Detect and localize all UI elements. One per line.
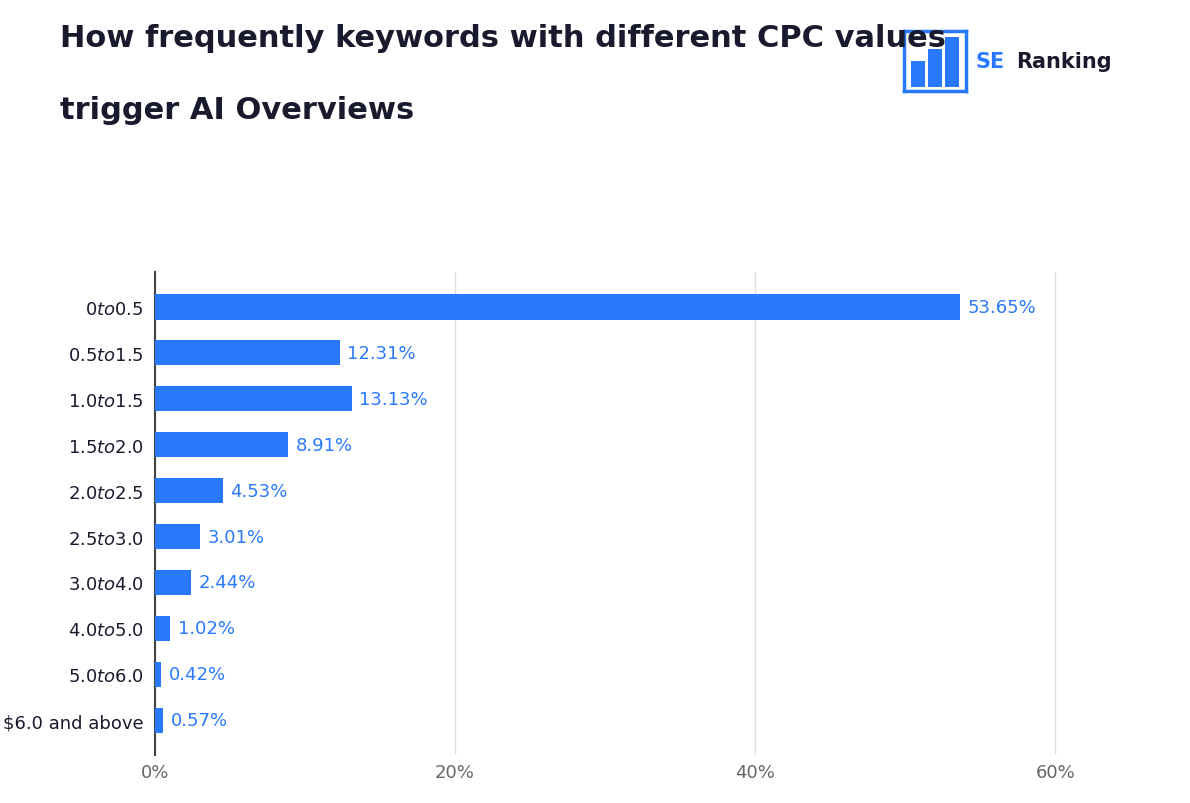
Text: 2.44%: 2.44% xyxy=(199,573,256,592)
Bar xyxy=(155,479,223,503)
Text: 0.57%: 0.57% xyxy=(170,711,228,729)
Text: 0.42%: 0.42% xyxy=(169,666,226,683)
Text: Ranking: Ranking xyxy=(1016,52,1111,72)
Bar xyxy=(910,63,925,88)
Bar xyxy=(155,524,200,549)
Bar xyxy=(155,340,339,366)
Text: SE: SE xyxy=(976,52,1006,72)
Bar xyxy=(155,707,163,733)
Bar xyxy=(155,616,170,641)
Bar xyxy=(155,570,192,595)
Text: 53.65%: 53.65% xyxy=(967,299,1036,316)
Bar xyxy=(928,50,942,88)
Bar xyxy=(155,433,288,458)
Bar xyxy=(155,387,352,412)
Text: 12.31%: 12.31% xyxy=(347,344,415,362)
Bar xyxy=(155,662,161,687)
Text: trigger AI Overviews: trigger AI Overviews xyxy=(60,96,414,125)
Bar xyxy=(945,39,959,88)
Text: 3.01%: 3.01% xyxy=(207,528,264,546)
Text: 8.91%: 8.91% xyxy=(296,436,353,454)
Text: 13.13%: 13.13% xyxy=(359,390,428,408)
Text: How frequently keywords with different CPC values: How frequently keywords with different C… xyxy=(60,24,946,53)
Text: 1.02%: 1.02% xyxy=(177,620,234,638)
Text: 4.53%: 4.53% xyxy=(230,482,288,500)
Bar xyxy=(155,295,960,320)
